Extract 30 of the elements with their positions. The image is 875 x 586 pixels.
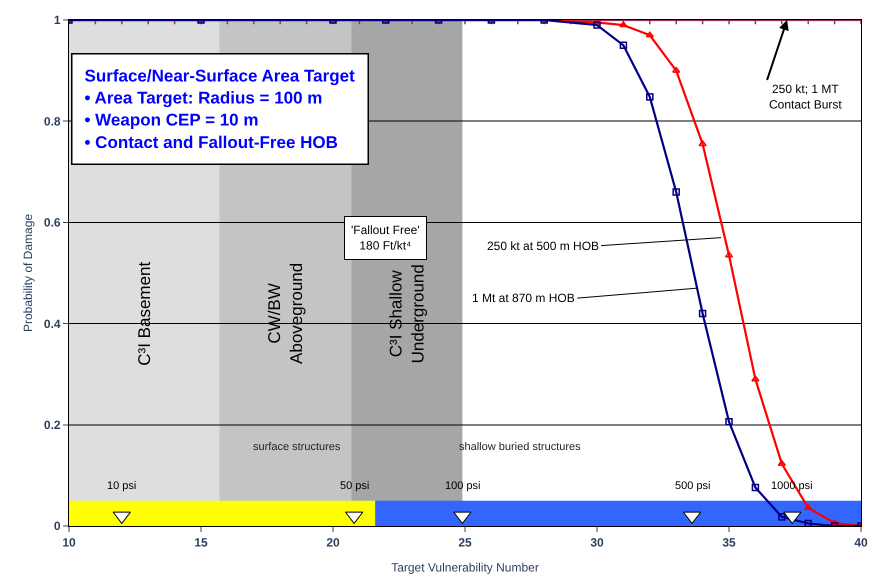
y-tick-label: 0 xyxy=(54,519,61,534)
annotation: 500 psi xyxy=(675,480,710,492)
x-tick-label: 30 xyxy=(590,535,604,550)
y-tick-label: 0.8 xyxy=(44,114,61,128)
annotation: surface structures xyxy=(253,441,341,453)
x-tick-label: 40 xyxy=(854,535,868,550)
y-tick-label: 0.4 xyxy=(44,316,61,331)
x-tick-label: 15 xyxy=(194,535,208,550)
y-tick-label: 0.2 xyxy=(44,418,61,432)
band-label: CW/BW Aboveground xyxy=(265,262,306,364)
annotation: shallow buried structures xyxy=(459,441,582,453)
x-tick-label: 25 xyxy=(458,535,472,550)
band-label: C³I Basement xyxy=(134,262,154,366)
y-tick-label: 0.6 xyxy=(44,216,61,230)
y-axis-title: Probability of Damage xyxy=(21,214,36,332)
y-tick-label: 1 xyxy=(54,13,61,28)
x-axis-title: Target Vulnerability Number xyxy=(391,560,539,574)
annotation: 250 kt; 1 MT Contact Burst xyxy=(769,82,842,112)
annotation: 'Fallout Free' 180 Ft/kt⁴ xyxy=(351,223,420,253)
annotation: 1 Mt at 870 m HOB xyxy=(472,291,575,305)
x-tick-label: 35 xyxy=(722,535,736,550)
x-tick-label: 10 xyxy=(62,535,76,550)
x-tick-label: 20 xyxy=(326,535,340,550)
annotation: 1000 psi xyxy=(771,480,813,492)
annotation: Surface/Near-Surface Area Target • Area Target: Radius = 100 m • Weapon CEP = 10 m • Contact and Fallout-Free HOB xyxy=(84,66,356,152)
annotation: 50 psi xyxy=(340,480,370,492)
annotation: 250 kt at 500 m HOB xyxy=(487,239,600,253)
band-label: C³I Shallow Underground xyxy=(386,264,428,364)
annotation: 100 psi xyxy=(445,480,480,492)
annotation: 10 psi xyxy=(107,480,136,492)
